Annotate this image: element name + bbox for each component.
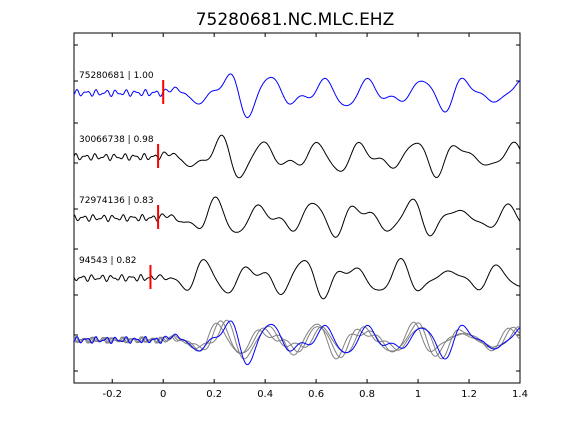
x-tick-label: -0.2 — [102, 389, 122, 400]
chart-title: 75280681.NC.MLC.EHZ — [196, 10, 395, 30]
x-tick-label: 0.6 — [308, 389, 324, 400]
trace-line-72974136 — [73, 196, 521, 238]
traces — [73, 73, 521, 366]
trace-line-30066738 — [73, 134, 521, 179]
x-tick-label: 1.2 — [461, 389, 477, 400]
x-tick-label: 0.2 — [206, 389, 222, 400]
trace-line-94543 — [73, 257, 521, 300]
trace-labels: 75280681 | 1.00 30066738 | 0.98 72974136 |… — [79, 71, 154, 266]
trace-label: 75280681 | 1.00 — [79, 71, 154, 81]
pick-markers — [149, 80, 165, 289]
overlay-trace-94543 — [73, 321, 521, 360]
x-tick-label: 0 — [160, 389, 166, 400]
x-tick-label: 0.8 — [359, 389, 375, 400]
overlay-trace-reference — [73, 320, 521, 366]
trace-label: 72974136 | 0.83 — [79, 196, 154, 206]
trace-line-75280681 — [73, 73, 521, 119]
plot-frame — [73, 32, 521, 384]
x-tick-label: 1 — [415, 389, 421, 400]
x-tick-label: 0.4 — [257, 389, 273, 400]
axes: -0.2 0 0.2 0.4 0.6 0.8 1 1.2 1.4 — [74, 33, 528, 400]
trace-label: 30066738 | 0.98 — [79, 135, 154, 145]
x-tick-label: 1.4 — [512, 389, 528, 400]
trace-label: 94543 | 0.82 — [79, 256, 136, 266]
